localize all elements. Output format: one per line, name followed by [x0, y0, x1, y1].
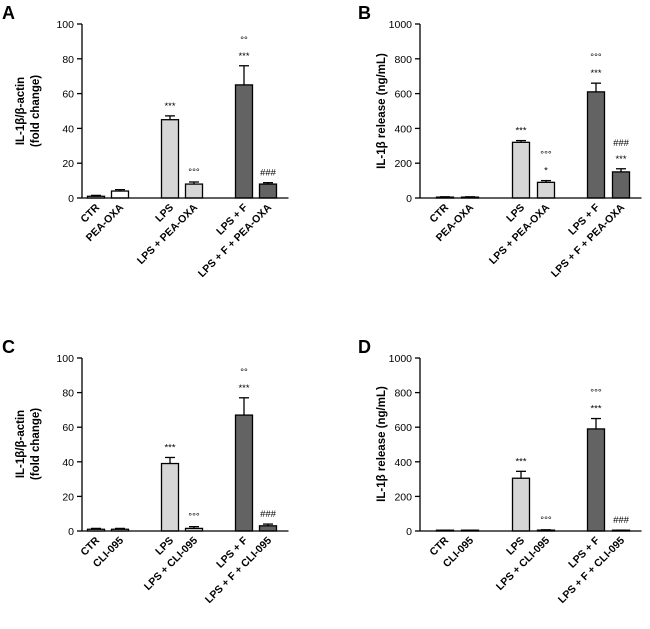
panel-c-yaxis-ticks: 0 20 40 60 80 100 — [56, 353, 82, 538]
panel-a-ytick-label: 60 — [62, 89, 74, 101]
panel-a-bar-5 — [234, 84, 254, 199]
panel-d-bars: *** °°° *** °°° ### — [435, 388, 631, 532]
panel-c-bar-6 — [258, 525, 278, 532]
panel-c: C IL-1β/β-actin (fold change) 0 20 40 60 80 1… — [2, 337, 289, 606]
panel-d-significance-3-1: *** — [515, 456, 526, 467]
panel-b-letter: B — [358, 3, 371, 23]
panel-c-ylabel-line1: IL-1β/β-actin — [15, 410, 27, 478]
panel-a-ytick-label: 20 — [62, 158, 74, 170]
panel-a-yaxis-ticks: 0 20 40 60 80 100 — [56, 19, 82, 205]
panel-c-ylabel-line2: (fold change) — [30, 408, 42, 480]
panel-a-significance-5-1: *** — [238, 51, 249, 62]
panel-c-bar-5 — [234, 414, 254, 532]
panel-b-ytick-label: 0 — [406, 193, 412, 205]
panel-c-letter: C — [2, 337, 15, 357]
panel-a-significance-6-1: ### — [260, 168, 277, 179]
panel-a-significance-4-1: °°° — [188, 167, 200, 178]
panel-c-ytick-label: 40 — [62, 457, 74, 469]
panel-c-ytick-label: 20 — [62, 491, 74, 503]
panel-b-significance-5-2: °°° — [590, 52, 602, 63]
panel-d-significance-5-2: °°° — [590, 388, 602, 399]
panel-a-bars: *** °°° *** °° ### — [86, 35, 278, 199]
panel-c-significance-5-2: °° — [240, 367, 248, 378]
panel-a-significance-5-2: °° — [240, 35, 248, 46]
panel-b-yaxis-ticks: 0 200 400 600 800 1000 — [389, 19, 420, 205]
panel-b-bar-5 — [586, 91, 606, 199]
panel-d-ytick-label: 600 — [394, 422, 412, 434]
panel-c-ytick-label: 80 — [62, 388, 74, 400]
panel-d-significance-4-1: °°° — [540, 515, 552, 526]
panel-a-bar-3 — [160, 119, 180, 199]
panel-a: A IL-1β/β-actin (fold change) 0 20 40 60 80 1… — [2, 3, 289, 280]
panel-d-bar-5 — [586, 428, 606, 532]
panel-c-significance-5-1: *** — [238, 383, 249, 394]
panel-d-ytick-label: 400 — [394, 457, 412, 469]
panel-d-ytick-label: 200 — [394, 491, 412, 503]
panel-b-bar-4 — [536, 181, 556, 199]
panel-c-ytick-label: 100 — [56, 353, 74, 365]
panel-c-bars: *** °°° *** °° ### — [86, 367, 278, 532]
panel-b-ytick-label: 800 — [394, 54, 412, 66]
panel-b-ytick-label: 1000 — [389, 19, 413, 31]
panel-b-significance-6-2: ### — [613, 138, 630, 149]
panel-c-significance-4-1: °°° — [188, 512, 200, 523]
panel-b-ytick-label: 400 — [394, 123, 412, 135]
panel-a-bar-2 — [110, 190, 130, 199]
panel-b-significance-5-1: *** — [590, 68, 601, 79]
panel-d-significance-6-1: ### — [613, 515, 630, 526]
panel-a-bar-6 — [258, 183, 278, 199]
panel-c-ytick-label: 0 — [68, 526, 74, 538]
panel-c-ytick-label: 60 — [62, 422, 74, 434]
panel-c-significance-6-1: ### — [260, 509, 277, 520]
panel-d-bar-3 — [511, 477, 531, 532]
panel-a-ytick-label: 80 — [62, 54, 74, 66]
panel-b-ytick-label: 200 — [394, 158, 412, 170]
panel-a-ylabel-line2: (fold change) — [30, 75, 42, 147]
panel-a-ytick-label: 40 — [62, 123, 74, 135]
panel-b-bar-3 — [511, 141, 531, 199]
panel-b-significance-6-1: *** — [615, 154, 626, 165]
panel-b-significance-4-2: °°° — [540, 150, 552, 161]
panel-d-letter: D — [358, 337, 371, 357]
panel-b-bar-6 — [611, 171, 631, 199]
panel-b-ylabel: IL-1β release (ng/mL) — [376, 53, 388, 169]
panel-a-ylabel-line1: IL-1β/β-actin — [15, 77, 27, 145]
panel-d-ytick-label: 1000 — [389, 353, 413, 365]
panel-a-ytick-label: 100 — [56, 19, 74, 31]
panel-a-significance-3-1: *** — [164, 101, 175, 112]
panel-b-significance-3-1: *** — [515, 126, 526, 137]
panel-d-ytick-label: 0 — [406, 526, 412, 538]
panel-b-ytick-label: 600 — [394, 89, 412, 101]
panel-d-ylabel: IL-1β release (ng/mL) — [376, 386, 388, 502]
panel-c-bar-3 — [160, 462, 180, 532]
panel-b: B IL-1β release (ng/mL) 0 200 400 600 800 100… — [358, 3, 642, 280]
panel-d-yaxis-ticks: 0 200 400 600 800 1000 — [389, 353, 420, 538]
panel-a-letter: A — [2, 3, 15, 23]
panel-c-significance-3-1: *** — [164, 442, 175, 453]
panel-d-significance-5-1: *** — [590, 404, 601, 415]
panel-b-bars: ****°°°***°°°***### — [435, 52, 631, 199]
panel-a-bar-4 — [184, 183, 204, 199]
panel-d-ytick-label: 800 — [394, 388, 412, 400]
panel-d: D IL-1β release (ng/mL) 0 200 400 600 800 100… — [358, 337, 642, 606]
panel-b-significance-4-1: * — [544, 166, 548, 177]
panel-a-ytick-label: 0 — [68, 193, 74, 205]
